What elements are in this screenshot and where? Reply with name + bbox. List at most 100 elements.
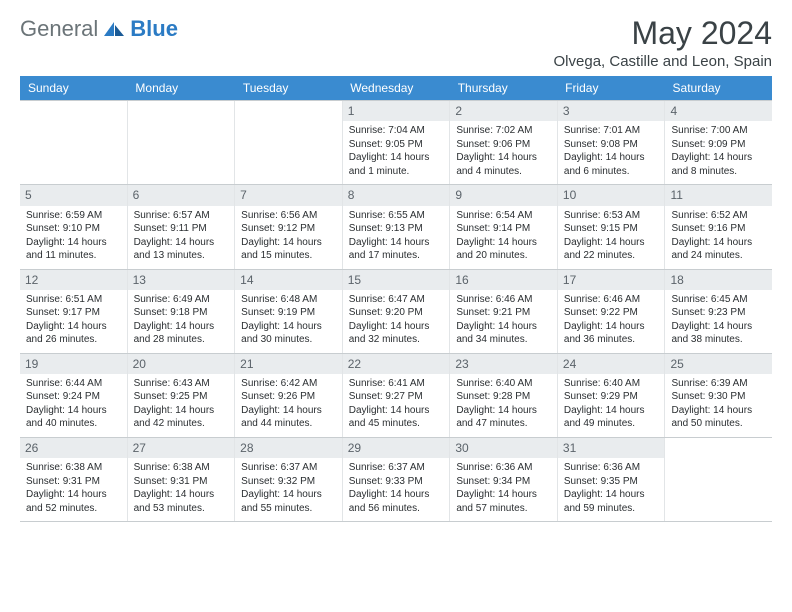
day-cell: 10 Sunrise: 6:53 AMSunset: 9:15 PMDayligh… — [558, 185, 666, 268]
sunset-text: Sunset: 9:11 PM — [134, 222, 229, 236]
sunset-text: Sunset: 9:15 PM — [564, 222, 659, 236]
sunset-text: Sunset: 9:29 PM — [564, 390, 659, 404]
day-cell: 31Sunrise: 6:36 AMSunset: 9:35 PMDayligh… — [558, 438, 666, 521]
sunset-text: Sunset: 9:19 PM — [241, 306, 336, 320]
sunrise-text: Sunrise: 7:02 AM — [456, 124, 551, 138]
sunrise-text: Sunrise: 7:00 AM — [671, 124, 766, 138]
sunset-text: Sunset: 9:24 PM — [26, 390, 121, 404]
day-cell — [20, 101, 128, 184]
daylight-text: Daylight: 14 hours and 49 minutes. — [564, 404, 659, 431]
day-number: 25 — [665, 354, 772, 374]
sunset-text: Sunset: 9:32 PM — [241, 475, 336, 489]
weekday-header: Thursday — [450, 76, 557, 100]
day-number: 3 — [558, 101, 665, 121]
daylight-text: Daylight: 14 hours and 59 minutes. — [564, 488, 659, 515]
daylight-text: Daylight: 14 hours and 32 minutes. — [349, 320, 444, 347]
sunrise-text: Sunrise: 7:01 AM — [564, 124, 659, 138]
day-cell: 19 Sunrise: 6:44 AMSunset: 9:24 PMDayligh… — [20, 354, 128, 437]
sunset-text: Sunset: 9:17 PM — [26, 306, 121, 320]
sunrise-text: Sunrise: 7:04 AM — [349, 124, 444, 138]
sunrise-text: Sunrise: 6:43 AM — [134, 377, 229, 391]
day-number: 22 — [343, 354, 450, 374]
day-cell: 13Sunrise: 6:49 AMSunset: 9:18 PMDayligh… — [128, 270, 236, 353]
sunset-text: Sunset: 9:26 PM — [241, 390, 336, 404]
sunrise-text: Sunrise: 6:54 AM — [456, 209, 551, 223]
day-cell: 15Sunrise: 6:47 AMSunset: 9:20 PMDayligh… — [343, 270, 451, 353]
brand-logo: General Blue — [20, 16, 178, 42]
sunset-text: Sunset: 9:14 PM — [456, 222, 551, 236]
day-number: 9 — [450, 185, 557, 205]
sunset-text: Sunset: 9:25 PM — [134, 390, 229, 404]
sunrise-text: Sunrise: 6:52 AM — [671, 209, 766, 223]
weekday-header: Wednesday — [342, 76, 449, 100]
sunset-text: Sunset: 9:16 PM — [671, 222, 766, 236]
day-cell: 24 Sunrise: 6:40 AMSunset: 9:29 PMDayligh… — [558, 354, 666, 437]
week-row: 26Sunrise: 6:38 AMSunset: 9:31 PMDayligh… — [20, 437, 772, 521]
sunset-text: Sunset: 9:08 PM — [564, 138, 659, 152]
sunrise-text: Sunrise: 6:56 AM — [241, 209, 336, 223]
day-number: 15 — [343, 270, 450, 290]
daylight-text: Daylight: 14 hours and 26 minutes. — [26, 320, 121, 347]
sunrise-text: Sunrise: 6:53 AM — [564, 209, 659, 223]
brand-text-1: General — [20, 16, 98, 42]
daylight-text: Daylight: 14 hours and 28 minutes. — [134, 320, 229, 347]
sunrise-text: Sunrise: 6:45 AM — [671, 293, 766, 307]
sunrise-text: Sunrise: 6:48 AM — [241, 293, 336, 307]
day-number: 17 — [558, 270, 665, 290]
day-number: 1 — [343, 101, 450, 121]
daylight-text: Daylight: 14 hours and 11 minutes. — [26, 236, 121, 263]
sunrise-text: Sunrise: 6:38 AM — [26, 461, 121, 475]
daylight-text: Daylight: 14 hours and 44 minutes. — [241, 404, 336, 431]
day-number: 19 — [20, 354, 127, 374]
week-row: 5Sunrise: 6:59 AMSunset: 9:10 PMDaylight… — [20, 184, 772, 268]
month-title: May 2024 — [554, 16, 772, 51]
daylight-text: Daylight: 14 hours and 52 minutes. — [26, 488, 121, 515]
daylight-text: Daylight: 14 hours and 55 minutes. — [241, 488, 336, 515]
sunset-text: Sunset: 9:27 PM — [349, 390, 444, 404]
sunrise-text: Sunrise: 6:40 AM — [456, 377, 551, 391]
day-cell: 16Sunrise: 6:46 AMSunset: 9:21 PMDayligh… — [450, 270, 558, 353]
day-number: 8 — [343, 185, 450, 205]
daylight-text: Daylight: 14 hours and 20 minutes. — [456, 236, 551, 263]
daylight-text: Daylight: 14 hours and 22 minutes. — [564, 236, 659, 263]
daylight-text: Daylight: 14 hours and 36 minutes. — [564, 320, 659, 347]
day-number: 24 — [558, 354, 665, 374]
day-cell: 29Sunrise: 6:37 AMSunset: 9:33 PMDayligh… — [343, 438, 451, 521]
week-row: 1Sunrise: 7:04 AMSunset: 9:05 PMDaylight… — [20, 100, 772, 184]
day-number: 11 — [665, 185, 772, 205]
day-number: 27 — [128, 438, 235, 458]
sunrise-text: Sunrise: 6:40 AM — [564, 377, 659, 391]
daylight-text: Daylight: 14 hours and 4 minutes. — [456, 151, 551, 178]
weekday-header: Sunday — [20, 76, 127, 100]
sunrise-text: Sunrise: 6:44 AM — [26, 377, 121, 391]
daylight-text: Daylight: 14 hours and 34 minutes. — [456, 320, 551, 347]
day-cell: 17Sunrise: 6:46 AMSunset: 9:22 PMDayligh… — [558, 270, 666, 353]
week-row: 19Sunrise: 6:44 AMSunset: 9:24 PMDayligh… — [20, 353, 772, 437]
sunset-text: Sunset: 9:09 PM — [671, 138, 766, 152]
sunrise-text: Sunrise: 6:49 AM — [134, 293, 229, 307]
sunrise-text: Sunrise: 6:59 AM — [26, 209, 121, 223]
sunset-text: Sunset: 9:10 PM — [26, 222, 121, 236]
sunset-text: Sunset: 9:33 PM — [349, 475, 444, 489]
sunset-text: Sunset: 9:23 PM — [671, 306, 766, 320]
day-number: 18 — [665, 270, 772, 290]
daylight-text: Daylight: 14 hours and 56 minutes. — [349, 488, 444, 515]
daylight-text: Daylight: 14 hours and 1 minute. — [349, 151, 444, 178]
day-number: 13 — [128, 270, 235, 290]
brand-text-2: Blue — [130, 16, 178, 42]
day-number: 23 — [450, 354, 557, 374]
sunrise-text: Sunrise: 6:55 AM — [349, 209, 444, 223]
daylight-text: Daylight: 14 hours and 57 minutes. — [456, 488, 551, 515]
day-number: 10 — [558, 185, 665, 205]
sunset-text: Sunset: 9:05 PM — [349, 138, 444, 152]
day-number: 14 — [235, 270, 342, 290]
daylight-text: Daylight: 14 hours and 13 minutes. — [134, 236, 229, 263]
day-cell: 26Sunrise: 6:38 AMSunset: 9:31 PMDayligh… — [20, 438, 128, 521]
daylight-text: Daylight: 14 hours and 40 minutes. — [26, 404, 121, 431]
day-cell: 18 Sunrise: 6:45 AMSunset: 9:23 PMDayligh… — [665, 270, 772, 353]
daylight-text: Daylight: 14 hours and 38 minutes. — [671, 320, 766, 347]
weekday-header-row: SundayMondayTuesdayWednesdayThursdayFrid… — [20, 76, 772, 100]
sunset-text: Sunset: 9:31 PM — [134, 475, 229, 489]
sunrise-text: Sunrise: 6:46 AM — [456, 293, 551, 307]
day-cell: 21Sunrise: 6:42 AMSunset: 9:26 PMDayligh… — [235, 354, 343, 437]
